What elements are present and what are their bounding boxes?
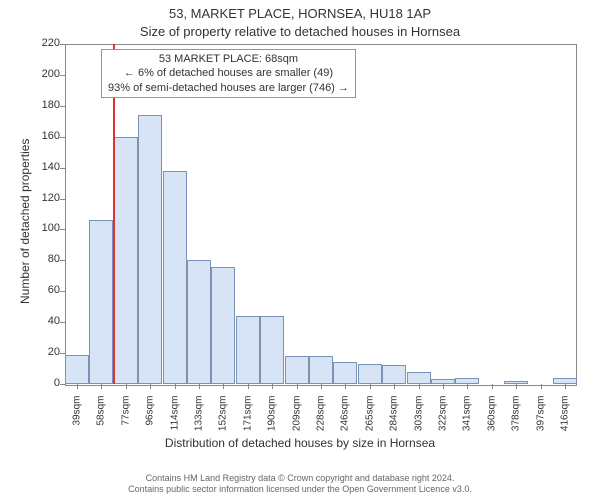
x-tick-mark	[443, 384, 444, 389]
histogram-bar	[309, 356, 333, 384]
y-tick-label: 40	[30, 315, 60, 327]
title-line-1: 53, MARKET PLACE, HORNSEA, HU18 1AP	[0, 6, 600, 21]
x-tick-label: 114sqm	[170, 396, 181, 446]
histogram-bar	[407, 372, 431, 384]
x-tick-label: 58sqm	[96, 396, 107, 446]
y-tick-mark	[60, 291, 65, 292]
x-tick-label: 246sqm	[340, 396, 351, 446]
histogram-bar	[187, 260, 211, 384]
histogram-bar	[89, 220, 113, 384]
x-tick-mark	[321, 384, 322, 389]
histogram-bar	[138, 115, 162, 384]
y-tick-label: 60	[30, 284, 60, 296]
x-tick-mark	[248, 384, 249, 389]
histogram-bar	[114, 137, 138, 384]
x-tick-mark	[394, 384, 395, 389]
y-tick-mark	[60, 260, 65, 261]
histogram-bar	[358, 364, 382, 384]
y-tick-mark	[60, 168, 65, 169]
x-tick-mark	[150, 384, 151, 389]
histogram-bar	[260, 316, 284, 384]
histogram-bar	[236, 316, 260, 384]
histogram-bar	[211, 267, 235, 384]
info-line: 53 MARKET PLACE: 68sqm	[108, 52, 349, 66]
histogram-bar	[333, 362, 357, 384]
x-tick-mark	[419, 384, 420, 389]
x-tick-mark	[77, 384, 78, 389]
x-tick-mark	[541, 384, 542, 389]
x-tick-label: 284sqm	[389, 396, 400, 446]
x-tick-label: 378sqm	[511, 396, 522, 446]
x-tick-mark	[516, 384, 517, 389]
x-tick-label: 209sqm	[292, 396, 303, 446]
y-tick-mark	[60, 106, 65, 107]
footer-line-1: Contains HM Land Registry data © Crown c…	[0, 473, 600, 485]
x-tick-mark	[492, 384, 493, 389]
x-tick-label: 39sqm	[72, 396, 83, 446]
x-tick-mark	[297, 384, 298, 389]
y-tick-label: 200	[30, 68, 60, 80]
x-tick-label: 416sqm	[560, 396, 571, 446]
x-tick-label: 360sqm	[487, 396, 498, 446]
x-tick-mark	[199, 384, 200, 389]
y-tick-mark	[60, 44, 65, 45]
y-tick-mark	[60, 199, 65, 200]
x-tick-label: 152sqm	[218, 396, 229, 446]
x-tick-mark	[223, 384, 224, 389]
x-tick-label: 397sqm	[536, 396, 547, 446]
y-tick-mark	[60, 384, 65, 385]
y-tick-label: 160	[30, 130, 60, 142]
x-tick-label: 171sqm	[243, 396, 254, 446]
x-tick-mark	[175, 384, 176, 389]
x-tick-label: 341sqm	[462, 396, 473, 446]
x-tick-label: 265sqm	[365, 396, 376, 446]
x-tick-label: 190sqm	[267, 396, 278, 446]
y-tick-label: 20	[30, 346, 60, 358]
x-tick-mark	[565, 384, 566, 389]
x-tick-mark	[370, 384, 371, 389]
y-tick-label: 140	[30, 161, 60, 173]
info-line: 93% of semi-detached houses are larger (…	[108, 81, 349, 95]
y-tick-label: 180	[30, 99, 60, 111]
histogram-bar	[163, 171, 187, 384]
y-tick-mark	[60, 75, 65, 76]
x-tick-label: 322sqm	[438, 396, 449, 446]
info-line: ← 6% of detached houses are smaller (49)	[108, 66, 349, 80]
x-tick-mark	[345, 384, 346, 389]
y-tick-label: 0	[30, 377, 60, 389]
x-tick-label: 77sqm	[121, 396, 132, 446]
y-tick-label: 80	[30, 253, 60, 265]
x-tick-mark	[126, 384, 127, 389]
x-tick-label: 96sqm	[145, 396, 156, 446]
x-tick-mark	[272, 384, 273, 389]
y-tick-label: 220	[30, 37, 60, 49]
y-tick-mark	[60, 229, 65, 230]
x-tick-label: 133sqm	[194, 396, 205, 446]
histogram-bar	[382, 365, 406, 384]
x-tick-label: 303sqm	[414, 396, 425, 446]
footer-text: Contains HM Land Registry data © Crown c…	[0, 473, 600, 496]
x-tick-label: 228sqm	[316, 396, 327, 446]
x-tick-mark	[467, 384, 468, 389]
x-tick-mark	[101, 384, 102, 389]
footer-line-2: Contains public sector information licen…	[0, 484, 600, 496]
y-tick-label: 100	[30, 222, 60, 234]
property-info-box: 53 MARKET PLACE: 68sqm← 6% of detached h…	[101, 49, 356, 98]
histogram-bar	[285, 356, 309, 384]
title-line-2: Size of property relative to detached ho…	[0, 24, 600, 39]
histogram-bar	[65, 355, 89, 384]
y-tick-label: 120	[30, 192, 60, 204]
y-tick-mark	[60, 137, 65, 138]
y-tick-mark	[60, 322, 65, 323]
